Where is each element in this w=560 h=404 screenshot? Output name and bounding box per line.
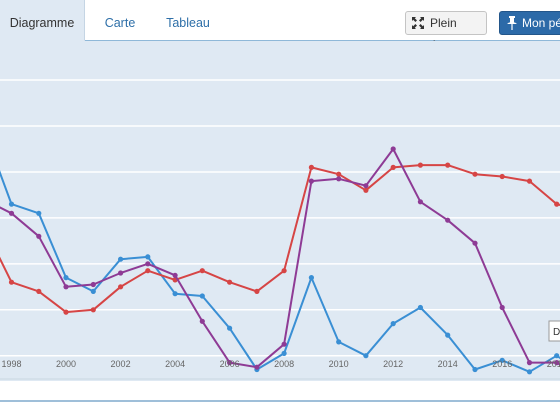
x-tick-label-2008: 2008: [274, 359, 294, 369]
series-2-point-2015[interactable]: [472, 240, 478, 246]
series-2-point-2011[interactable]: [363, 183, 369, 189]
series-0-point-2001[interactable]: [90, 288, 96, 294]
x-tick-label-2002: 2002: [111, 359, 131, 369]
series-2-point-2009[interactable]: [308, 178, 314, 184]
series-2-point-2017[interactable]: [526, 360, 533, 366]
series-line-1: [0, 164, 560, 314]
series-0-point-1999[interactable]: [36, 210, 42, 216]
x-tick-label-2016: 2016: [492, 359, 512, 369]
series-0-point-2009[interactable]: [308, 275, 314, 281]
series-1-point-2007[interactable]: [254, 288, 260, 294]
series-0-point-2008[interactable]: [281, 350, 287, 356]
series-2-point-1998[interactable]: [8, 210, 15, 216]
series-1-point-2006[interactable]: [227, 279, 233, 285]
chart-area: 1998 2000 2002 2004 2006 2008 2010 2012 2014 2016…: [0, 41, 560, 381]
series-1-point-2008[interactable]: [281, 268, 287, 274]
series-2-point-2000[interactable]: [63, 284, 69, 290]
bottom-border: [0, 400, 560, 402]
series-0-point-2006[interactable]: [227, 325, 233, 331]
tab-carte[interactable]: Carte: [104, 16, 136, 30]
series-2-point-2016[interactable]: [499, 304, 505, 311]
series-1-point-1999[interactable]: [36, 288, 42, 294]
series-1-point-2013[interactable]: [417, 162, 423, 168]
series-1-point-2001[interactable]: [90, 307, 96, 313]
series-2-point-2007[interactable]: [254, 364, 260, 370]
series-0-point-2000[interactable]: [63, 275, 69, 281]
x-tick-label-2018: 2018: [547, 359, 560, 369]
series-2-point-2008[interactable]: [281, 341, 287, 347]
series-0-point-2017[interactable]: [526, 369, 533, 375]
series-0-point-2002[interactable]: [118, 256, 124, 262]
x-tick-label-2000: 2000: [56, 359, 76, 369]
x-tick-label-2004: 2004: [165, 359, 185, 369]
series-2-point-2002[interactable]: [118, 270, 124, 276]
series-2-point-2014[interactable]: [445, 217, 451, 223]
series-1-point-2018[interactable]: [554, 201, 560, 207]
tab-tableau[interactable]: Tableau: [166, 16, 210, 30]
x-tick-label-2010: 2010: [329, 359, 349, 369]
tab-diagramme[interactable]: Diagramme: [0, 0, 85, 41]
x-tick-label-2012: 2012: [383, 359, 403, 369]
series-2-point-2013[interactable]: [417, 199, 423, 205]
series-1-point-2003[interactable]: [145, 268, 151, 274]
series-1-point-2014[interactable]: [445, 162, 451, 168]
series-2-point-2012[interactable]: [390, 146, 396, 152]
series-0-point-2005[interactable]: [199, 293, 205, 299]
tooltip: D: [548, 320, 560, 342]
series-1-point-2016[interactable]: [499, 173, 505, 180]
series-0-point-2014[interactable]: [445, 332, 451, 338]
series-1-point-2015[interactable]: [472, 171, 478, 177]
series-0-point-2004[interactable]: [172, 291, 178, 297]
series-2-point-2003[interactable]: [145, 261, 151, 267]
series-0-point-2013[interactable]: [417, 304, 423, 311]
series-2-point-2004[interactable]: [172, 272, 178, 278]
expand-icon: [412, 17, 424, 29]
series-0-point-2003[interactable]: [145, 254, 151, 260]
x-tick-label-2006: 2006: [220, 359, 240, 369]
series-0-point-1998[interactable]: [8, 201, 15, 207]
series-2-point-2001[interactable]: [90, 281, 96, 288]
series-1-point-2005[interactable]: [199, 268, 205, 274]
chart-toolbar: Diagramme Carte Tableau Plein écran Mon …: [0, 0, 560, 52]
my-page-label: Mon pé: [522, 16, 560, 30]
x-tick-label-2014: 2014: [438, 359, 458, 369]
series-2-point-2006[interactable]: [227, 360, 233, 366]
series-1-point-2000[interactable]: [63, 309, 69, 315]
series-1-point-2012[interactable]: [390, 164, 396, 170]
series-2-point-2010[interactable]: [336, 176, 342, 182]
series-1-point-2009[interactable]: [308, 164, 314, 170]
series-2-point-2018[interactable]: [554, 360, 560, 366]
series-0-point-2016[interactable]: [499, 357, 505, 363]
series-1-point-2002[interactable]: [118, 284, 124, 290]
series-line-0: [0, 170, 560, 373]
x-tick-label-1998: 1998: [2, 359, 22, 369]
series-1-point-1998[interactable]: [8, 279, 15, 285]
series-2-point-2005[interactable]: [199, 318, 205, 324]
series-1-point-2011[interactable]: [363, 187, 369, 193]
series-0-point-2015[interactable]: [472, 366, 478, 373]
my-page-button[interactable]: Mon pé: [499, 11, 560, 35]
pin-icon: [507, 16, 517, 30]
series-1-point-2010[interactable]: [336, 171, 342, 177]
series-0-point-2010[interactable]: [336, 339, 342, 345]
fullscreen-button[interactable]: Plein écran: [405, 11, 487, 52]
line-chart: 1998 2000 2002 2004 2006 2008 2010 2012 2014 2016…: [0, 79, 560, 380]
series-2-point-1999[interactable]: [36, 233, 42, 239]
series-0-point-2018[interactable]: [554, 353, 560, 359]
series-1-point-2017[interactable]: [526, 178, 533, 184]
tooltip-text: D: [553, 327, 560, 338]
series-0-point-2012[interactable]: [390, 321, 396, 327]
series-0-point-2011[interactable]: [363, 353, 369, 359]
series-line-2: [0, 148, 560, 369]
